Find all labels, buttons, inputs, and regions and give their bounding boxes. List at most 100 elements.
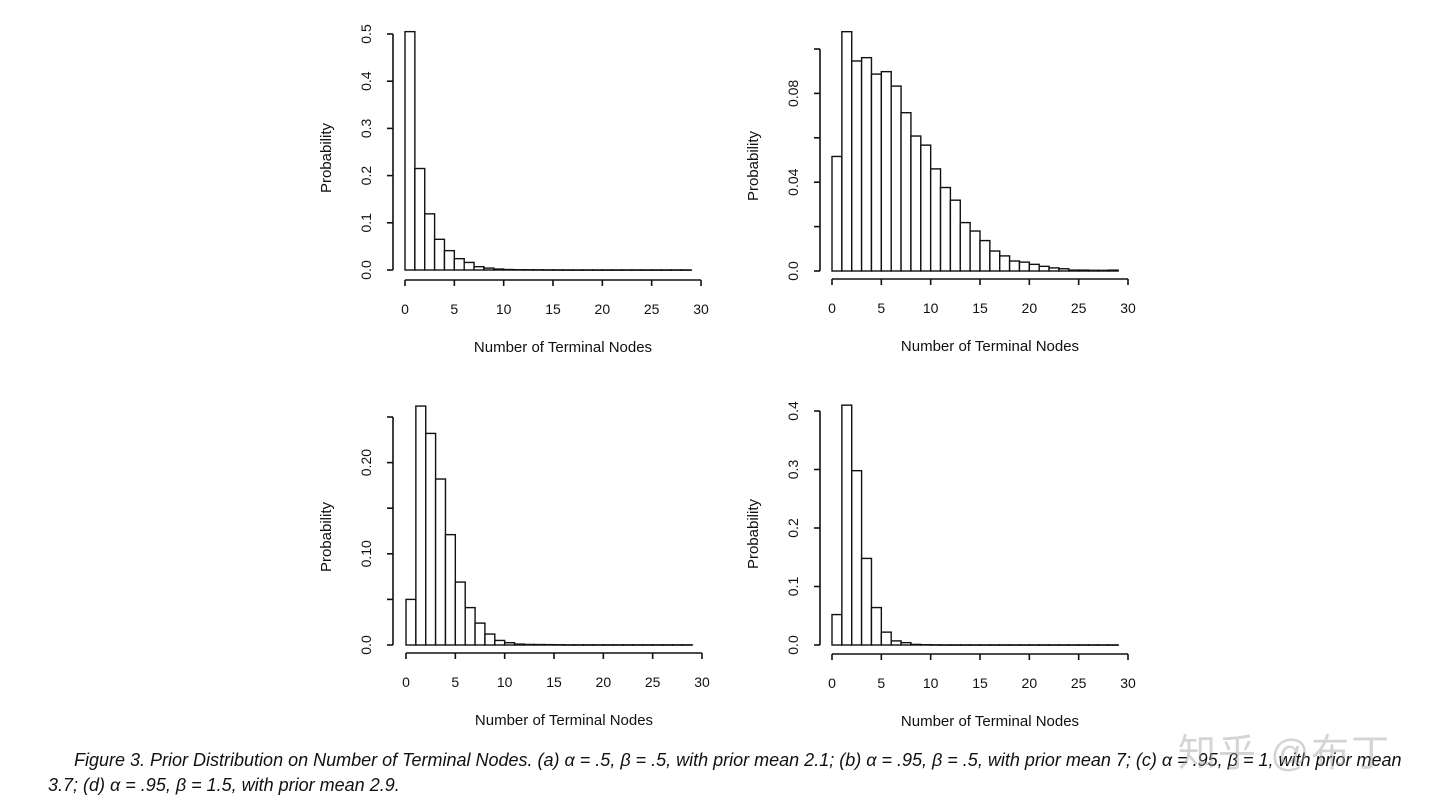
x-tick-label: 0 [401, 301, 409, 317]
watermark: 知乎 @布丁 [1178, 733, 1392, 775]
x-tick-label: 25 [1071, 300, 1087, 316]
histogram-bar [1008, 260, 1021, 272]
y-tick-label: 0.0 [785, 635, 801, 655]
histogram-bar [900, 112, 912, 272]
x-tick-label: 30 [693, 301, 709, 317]
histogram-bar [920, 144, 932, 272]
x-tick-label: 20 [595, 301, 611, 317]
histogram-bar [443, 249, 456, 271]
y-tick-label: 0.0 [785, 261, 801, 281]
y-tick-label: 0.3 [358, 118, 374, 138]
histogram-bar [969, 230, 981, 272]
y-axis-label: Probability [745, 498, 762, 569]
histogram-bar [851, 60, 863, 272]
histogram-bar [841, 30, 853, 272]
y-tick-label: 0.04 [785, 168, 801, 195]
x-axis-label: Number of Terminal Nodes [474, 339, 652, 356]
histogram-panel-c: 0.0 0.10 0.20 0 5 10 15 20 25 30 Number of Termina… [318, 405, 710, 729]
x-tick-label: 0 [828, 675, 836, 691]
histogram-bar [851, 469, 863, 646]
histogram-bar [405, 598, 417, 646]
x-tick-label: 10 [496, 301, 512, 317]
y-tick-label: 0.5 [358, 24, 374, 44]
y-tick-label: 0.1 [358, 213, 374, 233]
x-tick-label: 0 [828, 300, 836, 316]
x-tick-label: 5 [451, 674, 459, 690]
histogram-bar [1068, 269, 1080, 272]
histogram-bar [1018, 261, 1031, 272]
histogram-bar [999, 255, 1011, 272]
histogram-bar [910, 135, 922, 272]
histogram-bar [939, 186, 952, 272]
x-tick-label: 0 [402, 674, 410, 690]
histogram-bar [464, 606, 476, 646]
histogram-bar [1107, 269, 1119, 272]
y-tick-label: 0.4 [358, 71, 374, 91]
histogram-bar [474, 622, 486, 646]
histogram-bar [483, 267, 495, 271]
histogram-bar [1058, 268, 1070, 272]
y-axis-label: Probability [745, 130, 762, 201]
y-tick-label: 0.1 [785, 577, 801, 597]
histogram-bar [841, 404, 853, 646]
histogram-bar [425, 432, 437, 646]
histogram-bar [831, 155, 843, 272]
x-tick-label: 15 [972, 675, 988, 691]
histogram-bar [890, 640, 902, 646]
histogram-bar [900, 641, 912, 646]
histogram-bar [484, 633, 496, 646]
y-axis-label: Probability [318, 501, 335, 572]
x-tick-label: 25 [1071, 675, 1087, 691]
x-tick-label: 30 [1120, 675, 1136, 691]
histogram-bar [493, 268, 505, 271]
histogram-bar [880, 70, 892, 272]
x-tick-label: 20 [1022, 675, 1038, 691]
histogram-bar [523, 643, 535, 646]
y-tick-label: 0.20 [358, 449, 374, 476]
histogram-bar [929, 168, 942, 272]
x-tick-label: 15 [546, 674, 562, 690]
y-axis-label: Probability [318, 122, 335, 193]
histogram-bar [870, 73, 883, 272]
histogram-bar [424, 213, 436, 271]
histogram-bar [831, 613, 843, 646]
histogram-bar [959, 221, 971, 272]
histogram-bar [1048, 267, 1060, 272]
histogram-bar [503, 642, 516, 646]
histogram-bar [444, 533, 457, 646]
x-tick-label: 30 [1120, 300, 1136, 316]
y-tick-label: 0.10 [358, 540, 374, 567]
x-axis-label: Number of Terminal Nodes [475, 712, 653, 729]
x-tick-label: 5 [450, 301, 458, 317]
histogram-bar [890, 85, 902, 272]
x-tick-label: 25 [645, 674, 661, 690]
histogram-panel-d: 0.0 0.1 0.2 0.3 0.4 0 5 10 15 20 25 30 Number of Ter… [745, 401, 1136, 730]
x-tick-label: 10 [497, 674, 513, 690]
histogram-bar [910, 643, 922, 646]
histogram-bar [434, 478, 447, 646]
x-tick-label: 30 [694, 674, 710, 690]
x-tick-label: 20 [596, 674, 612, 690]
x-tick-label: 10 [923, 300, 939, 316]
y-tick-label: 0.2 [785, 518, 801, 538]
histogram-bar [414, 167, 426, 271]
x-tick-label: 15 [545, 301, 561, 317]
histogram-bar [1077, 269, 1090, 272]
histogram-bar [454, 581, 466, 646]
histogram-bar [473, 265, 485, 271]
histogram-bar [880, 631, 892, 646]
x-axis-label: Number of Terminal Nodes [901, 713, 1079, 730]
histogram-bar [860, 56, 873, 272]
histogram-bar [989, 250, 1001, 272]
histogram-bar [870, 606, 883, 646]
y-tick-label: 0.4 [785, 401, 801, 421]
histogram-bar [404, 30, 416, 271]
y-tick-label: 0.0 [358, 635, 374, 655]
x-tick-label: 15 [972, 300, 988, 316]
histogram-bar [949, 199, 961, 272]
histogram-bar [860, 557, 873, 646]
histogram-bar [1097, 269, 1109, 272]
histogram-bar [494, 639, 506, 646]
x-tick-label: 25 [644, 301, 660, 317]
